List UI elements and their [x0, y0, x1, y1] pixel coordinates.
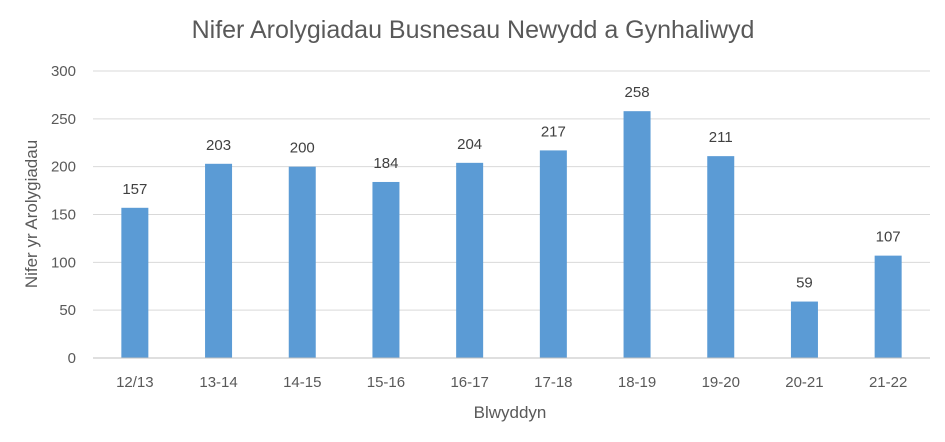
y-tick-label: 100: [51, 254, 76, 271]
gridlines: [93, 70, 930, 311]
bars: [121, 111, 902, 359]
x-tick-label: 21-22: [869, 374, 907, 391]
y-tick-label: 200: [51, 159, 76, 176]
bar: [372, 181, 400, 358]
data-labels: 157 203 200 184 204 217 258 211 59 107: [122, 84, 900, 291]
data-label: 211: [709, 129, 733, 146]
x-tick-label: 16-17: [450, 374, 488, 391]
data-label: 157: [122, 181, 147, 198]
x-axis-title: Blwyddyn: [474, 403, 547, 422]
data-label: 200: [290, 140, 315, 157]
y-tick-label: 50: [59, 302, 76, 319]
y-tick-label: 150: [51, 207, 76, 224]
data-label: 184: [373, 155, 398, 172]
bar: [121, 207, 149, 358]
y-tick-label: 300: [51, 63, 76, 80]
data-label: 107: [876, 229, 901, 246]
x-tick-label: 12/13: [116, 374, 154, 391]
x-tick-label: 20-21: [785, 374, 823, 391]
bar: [205, 163, 233, 358]
y-tick-label: 250: [51, 111, 76, 128]
bar: [623, 111, 651, 359]
y-tick-label: 0: [68, 350, 76, 367]
y-axis-ticks: 0 50 100 150 200 250 300: [51, 63, 76, 367]
x-tick-label: 17-18: [534, 374, 572, 391]
x-tick-label: 14-15: [283, 374, 321, 391]
bar: [288, 166, 316, 358]
y-axis-title: Nifer yr Arolygiadau: [22, 140, 41, 288]
data-label: 59: [796, 275, 813, 292]
bar: [874, 255, 902, 358]
x-tick-label: 19-20: [702, 374, 740, 391]
x-tick-label: 15-16: [367, 374, 405, 391]
bar: [539, 150, 567, 358]
bar: [790, 301, 818, 358]
bar: [707, 156, 735, 358]
x-axis-ticks: 12/13 13-14 14-15 15-16 16-17 17-18 18-19 19-20…: [116, 374, 907, 391]
x-tick-label: 13-14: [199, 374, 237, 391]
data-label: 217: [541, 123, 566, 140]
x-tick-label: 18-19: [618, 374, 656, 391]
chart-title: Nifer Arolygiadau Busnesau Newydd a Gynh…: [192, 16, 755, 44]
bar: [456, 162, 484, 358]
data-label: 258: [625, 84, 650, 101]
data-label: 203: [206, 137, 231, 154]
data-label: 204: [457, 136, 482, 153]
